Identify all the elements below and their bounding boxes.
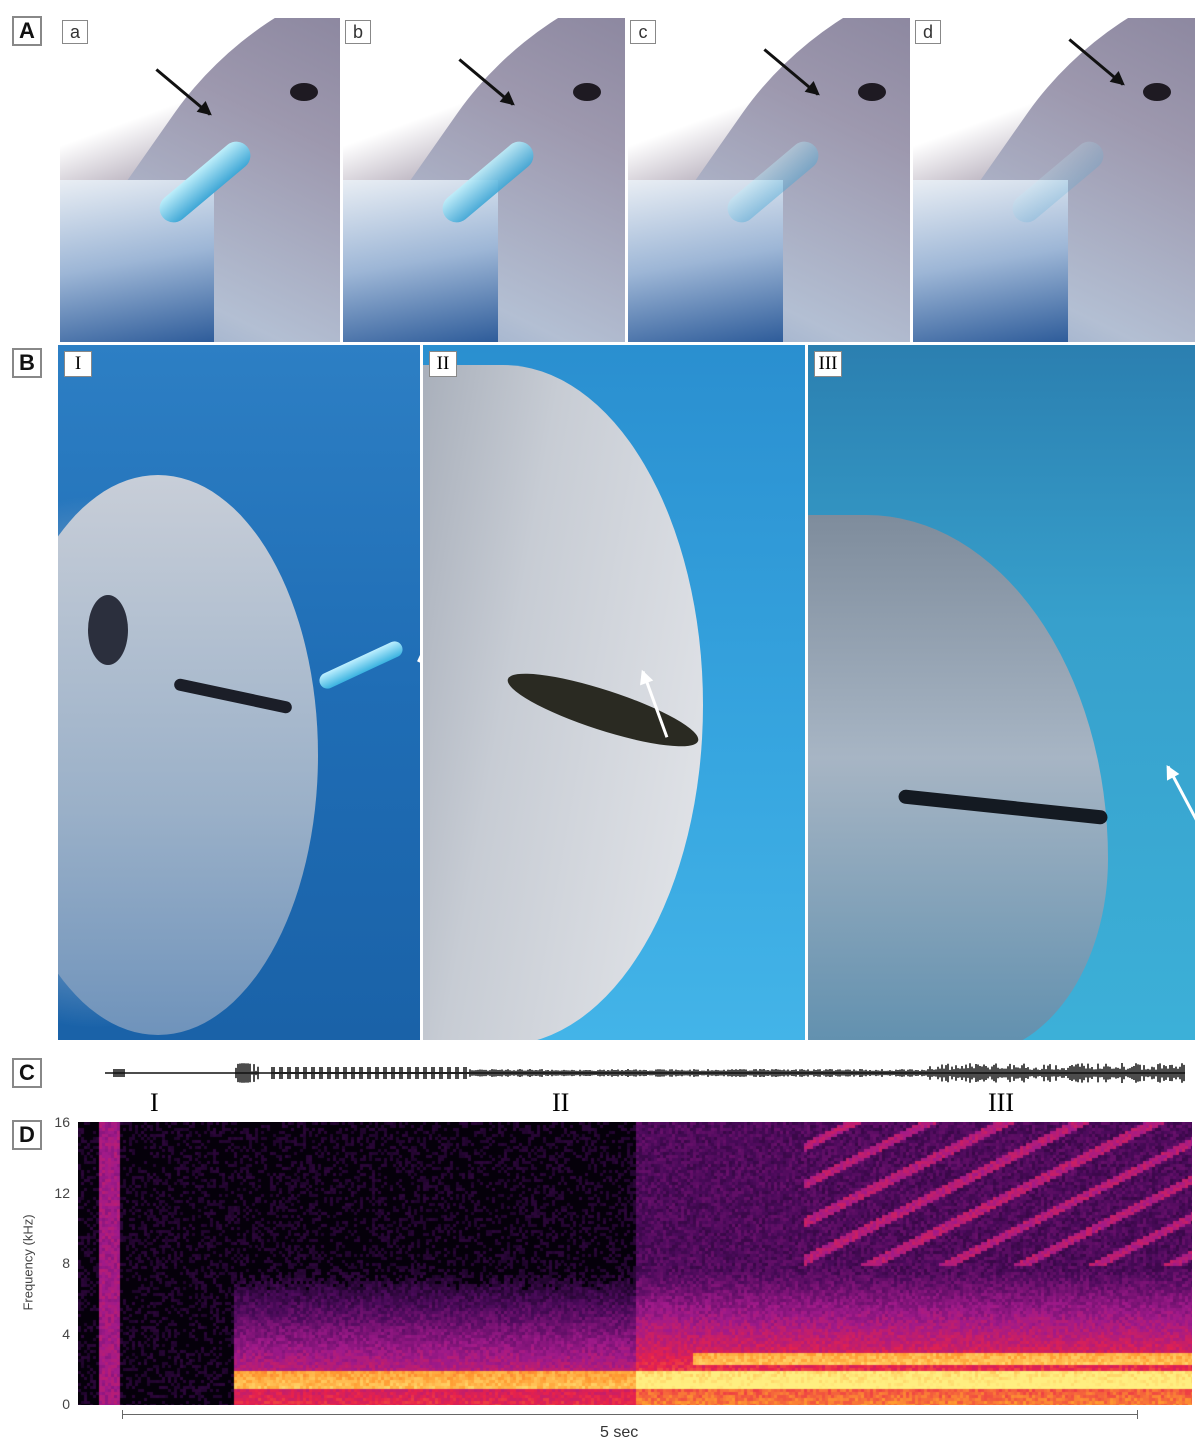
photo-d: d: [913, 18, 1195, 342]
subpanel-label-a: a: [62, 20, 88, 44]
photo-b: b: [343, 18, 625, 342]
spectrogram: [78, 1122, 1192, 1405]
y-tick-label: 16: [40, 1114, 70, 1130]
y-axis-label: Frequency (kHz): [21, 1198, 36, 1328]
y-tick-label: 0: [40, 1396, 70, 1412]
panel-label-b: B: [12, 348, 42, 378]
subpanel-label-i: I: [64, 351, 92, 377]
photo-i: I: [58, 345, 420, 1040]
scale-bar-label: 5 sec: [600, 1424, 638, 1442]
segment-label-i: I: [150, 1088, 159, 1118]
segment-label-iii: III: [988, 1088, 1014, 1118]
subpanel-label-ii: II: [429, 351, 457, 377]
subpanel-label-iii: III: [814, 351, 842, 377]
scale-bar: [122, 1414, 1138, 1415]
y-tick-label: 8: [40, 1255, 70, 1271]
subpanel-label-c: c: [630, 20, 656, 44]
subpanel-label-d: d: [915, 20, 941, 44]
waveform: [0, 1050, 1200, 1100]
photo-a: a: [60, 18, 340, 342]
photo-ii: II: [423, 345, 805, 1040]
photo-iii: III: [808, 345, 1195, 1040]
panel-label-d: D: [12, 1120, 42, 1150]
y-tick-label: 12: [40, 1185, 70, 1201]
y-tick-label: 4: [40, 1326, 70, 1342]
photo-c: c: [628, 18, 910, 342]
subpanel-label-b: b: [345, 20, 371, 44]
segment-label-ii: II: [552, 1088, 569, 1118]
panel-label-a: A: [12, 16, 42, 46]
